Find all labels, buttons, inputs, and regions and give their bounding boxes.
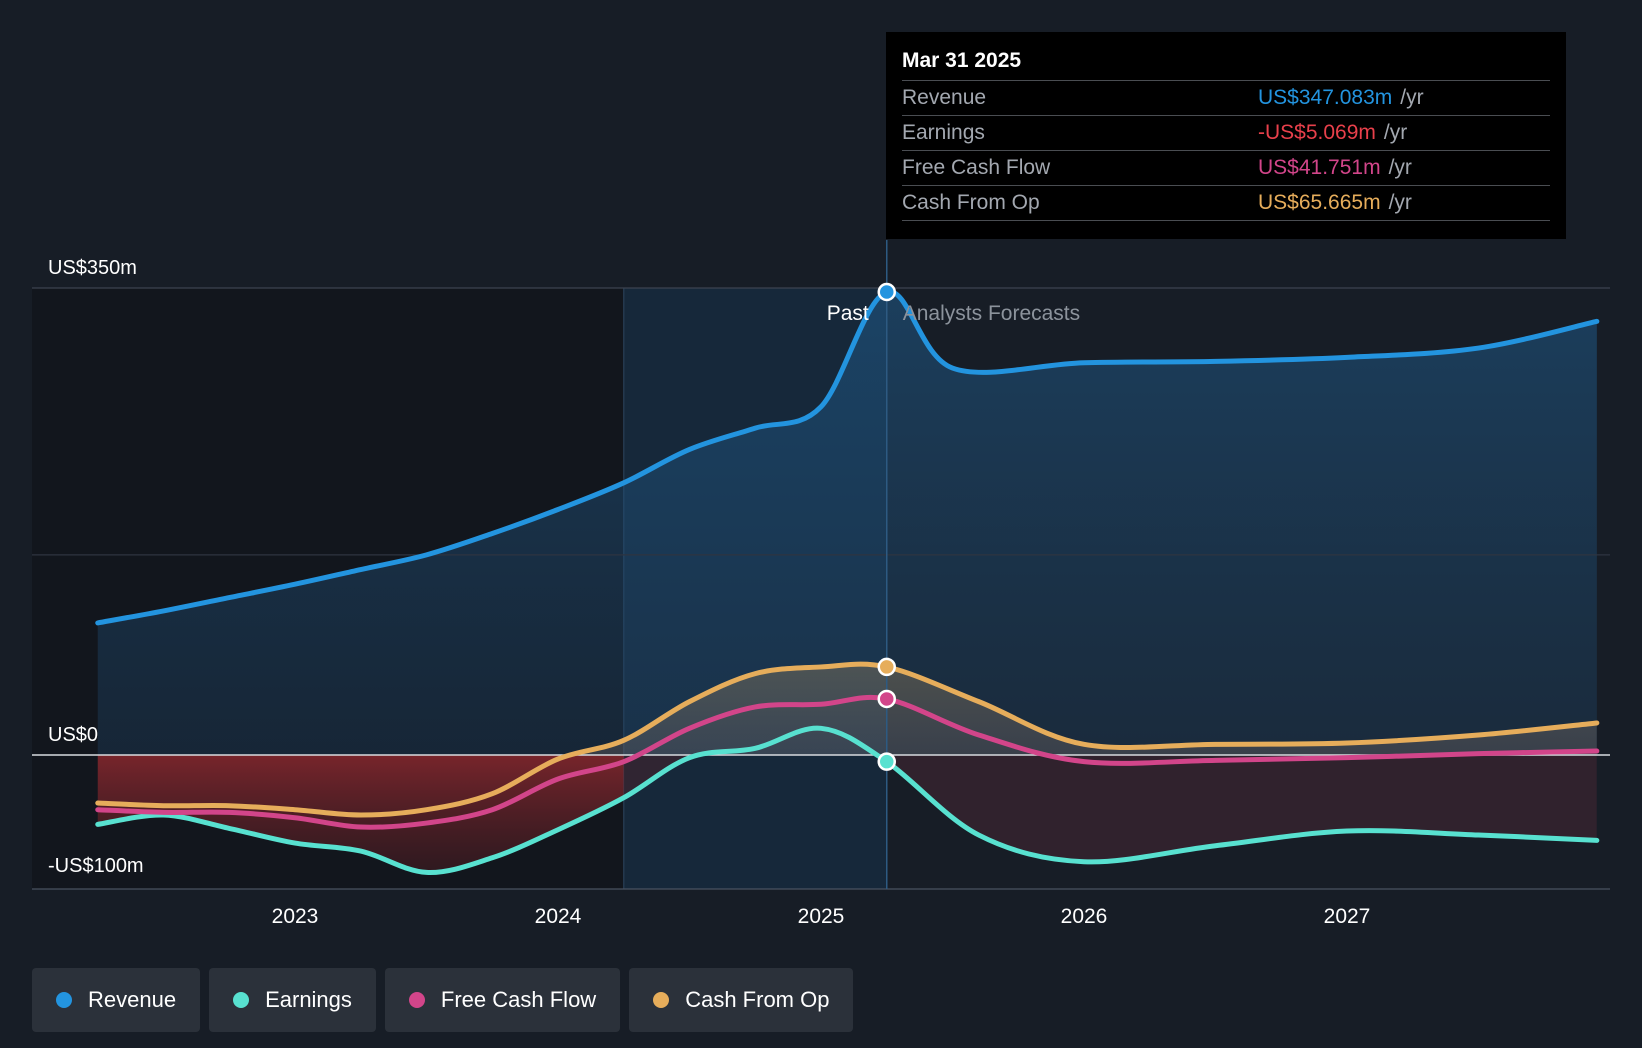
tooltip-label: Earnings bbox=[902, 121, 985, 144]
legend-label: Cash From Op bbox=[685, 987, 830, 1012]
x-tick-2027: 2027 bbox=[1324, 905, 1371, 928]
tooltip-row-free-cash-flow: Free Cash Flow US$41.751m /yr bbox=[902, 150, 1550, 185]
free-cash-flow-point bbox=[877, 689, 896, 709]
tooltip-value: US$347.083m bbox=[1258, 86, 1393, 109]
y-tick-neg100: -US$100m bbox=[48, 855, 144, 877]
free-cash-flow-dot-icon bbox=[408, 992, 425, 1008]
revenue-dot-icon bbox=[56, 992, 72, 1008]
y-tick-350: US$350m bbox=[48, 257, 137, 279]
tooltip-value: US$41.751m bbox=[1258, 156, 1381, 179]
tooltip-value: -US$5.069m bbox=[1258, 121, 1376, 144]
legend-label: Earnings bbox=[265, 987, 352, 1012]
tooltip-label: Free Cash Flow bbox=[902, 156, 1051, 179]
tooltip-value: US$65.665m bbox=[1258, 191, 1381, 214]
chart: US$350m US$0 -US$100m 2023 2024 2025 2026 2027 P… bbox=[32, 240, 1610, 928]
tooltip-date: Mar 31 2025 bbox=[902, 49, 1022, 72]
tooltip-row-cash-from-op: Cash From Op US$65.665m /yr bbox=[902, 185, 1550, 221]
cash-from-op-line bbox=[95, 661, 1600, 818]
tooltip-row-earnings: Earnings -US$5.069m /yr bbox=[902, 115, 1550, 150]
tooltip-label: Revenue bbox=[902, 86, 987, 109]
positive-area bbox=[97, 664, 1597, 755]
free-cash-flow-line bbox=[95, 694, 1600, 830]
forecast-label: Analysts Forecasts bbox=[903, 302, 1080, 325]
tooltip-unit: /yr bbox=[1388, 191, 1412, 214]
legend: Revenue Earnings Free Cash Flow Cash Fro… bbox=[32, 968, 854, 1032]
x-tick-2026: 2026 bbox=[1061, 905, 1108, 928]
tooltip-unit: /yr bbox=[1383, 121, 1408, 144]
earnings-point bbox=[877, 752, 896, 771]
x-tick-2024: 2024 bbox=[535, 905, 582, 928]
x-tick-2025: 2025 bbox=[798, 905, 845, 928]
cash-from-op-dot-icon bbox=[653, 992, 670, 1008]
legend-item-revenue[interactable]: Revenue bbox=[32, 968, 201, 1032]
legend-item-free-cash-flow[interactable]: Free Cash Flow bbox=[384, 968, 621, 1032]
earnings-line bbox=[95, 725, 1600, 875]
legend-label: Revenue bbox=[88, 987, 177, 1012]
x-tick-2023: 2023 bbox=[272, 905, 319, 928]
negative-area-forecast bbox=[623, 755, 1597, 862]
tooltip: Mar 31 2025 Revenue US$347.083m /yr Earn… bbox=[886, 32, 1566, 239]
tooltip-unit: /yr bbox=[1388, 156, 1412, 179]
legend-item-cash-from-op[interactable]: Cash From Op bbox=[629, 968, 854, 1032]
tooltip-label: Cash From Op bbox=[902, 191, 1040, 214]
past-label: Past bbox=[827, 302, 869, 325]
earnings-dot-icon bbox=[233, 992, 250, 1008]
revenue-point bbox=[877, 282, 896, 302]
cash-from-op-point bbox=[877, 657, 896, 677]
revenue-area bbox=[97, 291, 1597, 755]
legend-item-earnings[interactable]: Earnings bbox=[209, 968, 376, 1032]
tooltip-row-revenue: Revenue US$347.083m /yr bbox=[902, 80, 1550, 115]
y-tick-0: US$0 bbox=[48, 724, 98, 746]
tooltip-unit: /yr bbox=[1400, 86, 1424, 109]
revenue-line bbox=[95, 289, 1600, 626]
legend-label: Free Cash Flow bbox=[440, 987, 597, 1012]
